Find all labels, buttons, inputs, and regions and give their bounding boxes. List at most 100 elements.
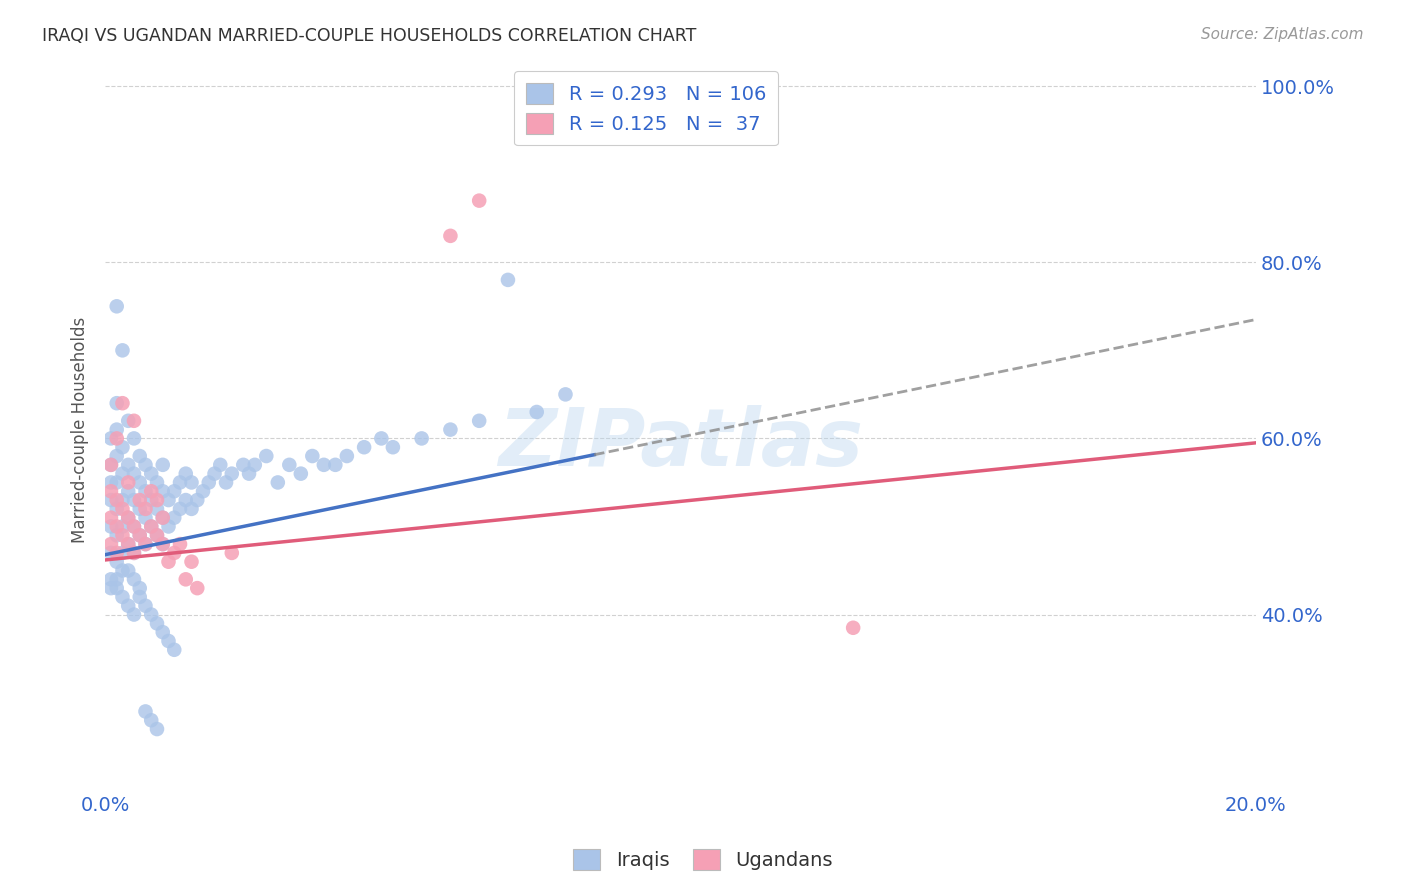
Point <box>174 493 197 508</box>
Point <box>105 396 128 410</box>
Point <box>325 458 347 472</box>
Point <box>134 484 156 499</box>
Point <box>169 501 191 516</box>
Point <box>152 510 174 524</box>
Point <box>134 501 156 516</box>
Point <box>174 467 197 481</box>
Point <box>122 546 145 560</box>
Point <box>134 537 156 551</box>
Point <box>105 546 128 560</box>
Text: IRAQI VS UGANDAN MARRIED-COUPLE HOUSEHOLDS CORRELATION CHART: IRAQI VS UGANDAN MARRIED-COUPLE HOUSEHOL… <box>42 27 696 45</box>
Point <box>134 705 156 719</box>
Point <box>122 414 145 428</box>
Point <box>134 537 156 551</box>
Point <box>169 537 191 551</box>
Point <box>105 299 128 313</box>
Point <box>180 555 202 569</box>
Point <box>111 493 134 508</box>
Point <box>100 546 122 560</box>
Point <box>100 431 122 445</box>
Point <box>117 510 139 524</box>
Point <box>141 493 163 508</box>
Point <box>152 537 174 551</box>
Legend: R = 0.293   N = 106, R = 0.125   N =  37: R = 0.293 N = 106, R = 0.125 N = 37 <box>515 71 778 145</box>
Point <box>105 555 128 569</box>
Point <box>128 449 150 463</box>
Point <box>105 423 128 437</box>
Point <box>128 493 150 508</box>
Point <box>117 537 139 551</box>
Point <box>209 458 232 472</box>
Text: Source: ZipAtlas.com: Source: ZipAtlas.com <box>1201 27 1364 42</box>
Point <box>146 616 169 631</box>
Point <box>163 546 186 560</box>
Point <box>111 396 134 410</box>
Point <box>122 546 145 560</box>
Point <box>301 449 323 463</box>
Point <box>191 484 214 499</box>
Point <box>100 475 122 490</box>
Point <box>100 484 122 499</box>
Point <box>468 414 491 428</box>
Legend: Iraqis, Ugandans: Iraqis, Ugandans <box>565 841 841 878</box>
Point <box>100 458 122 472</box>
Point <box>122 519 145 533</box>
Point <box>267 475 290 490</box>
Point <box>128 590 150 604</box>
Point <box>100 510 122 524</box>
Point <box>526 405 548 419</box>
Point <box>254 449 277 463</box>
Point <box>842 621 865 635</box>
Point <box>117 599 139 613</box>
Point <box>152 458 174 472</box>
Point <box>157 634 180 648</box>
Point <box>100 519 122 533</box>
Point <box>128 581 150 595</box>
Point <box>105 493 128 508</box>
Point <box>312 458 335 472</box>
Point <box>111 564 134 578</box>
Point <box>141 484 163 499</box>
Point <box>111 519 134 533</box>
Point <box>105 572 128 586</box>
Point <box>105 581 128 595</box>
Point <box>128 528 150 542</box>
Point <box>290 467 312 481</box>
Point <box>221 467 243 481</box>
Point <box>146 528 169 542</box>
Point <box>468 194 491 208</box>
Point <box>204 467 226 481</box>
Point <box>186 493 208 508</box>
Point <box>278 458 301 472</box>
Point <box>122 519 145 533</box>
Point <box>100 581 122 595</box>
Point <box>152 537 174 551</box>
Point <box>122 607 145 622</box>
Point <box>439 228 461 243</box>
Point <box>105 431 128 445</box>
Point <box>163 510 186 524</box>
Point <box>122 467 145 481</box>
Point <box>169 475 191 490</box>
Point <box>157 555 180 569</box>
Point <box>152 484 174 499</box>
Y-axis label: Married-couple Households: Married-couple Households <box>72 317 89 542</box>
Point <box>381 440 404 454</box>
Point <box>128 475 150 490</box>
Point <box>141 713 163 727</box>
Point <box>141 607 163 622</box>
Point <box>100 537 122 551</box>
Point <box>100 493 122 508</box>
Point <box>215 475 238 490</box>
Point <box>105 449 128 463</box>
Point <box>152 625 174 640</box>
Point <box>117 537 139 551</box>
Point <box>146 475 169 490</box>
Point <box>134 510 156 524</box>
Point <box>554 387 576 401</box>
Point <box>128 528 150 542</box>
Point <box>243 458 266 472</box>
Point <box>122 493 145 508</box>
Point <box>111 440 134 454</box>
Point <box>100 458 122 472</box>
